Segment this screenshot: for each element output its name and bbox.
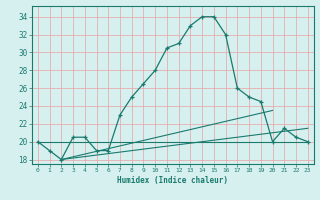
X-axis label: Humidex (Indice chaleur): Humidex (Indice chaleur) (117, 176, 228, 185)
